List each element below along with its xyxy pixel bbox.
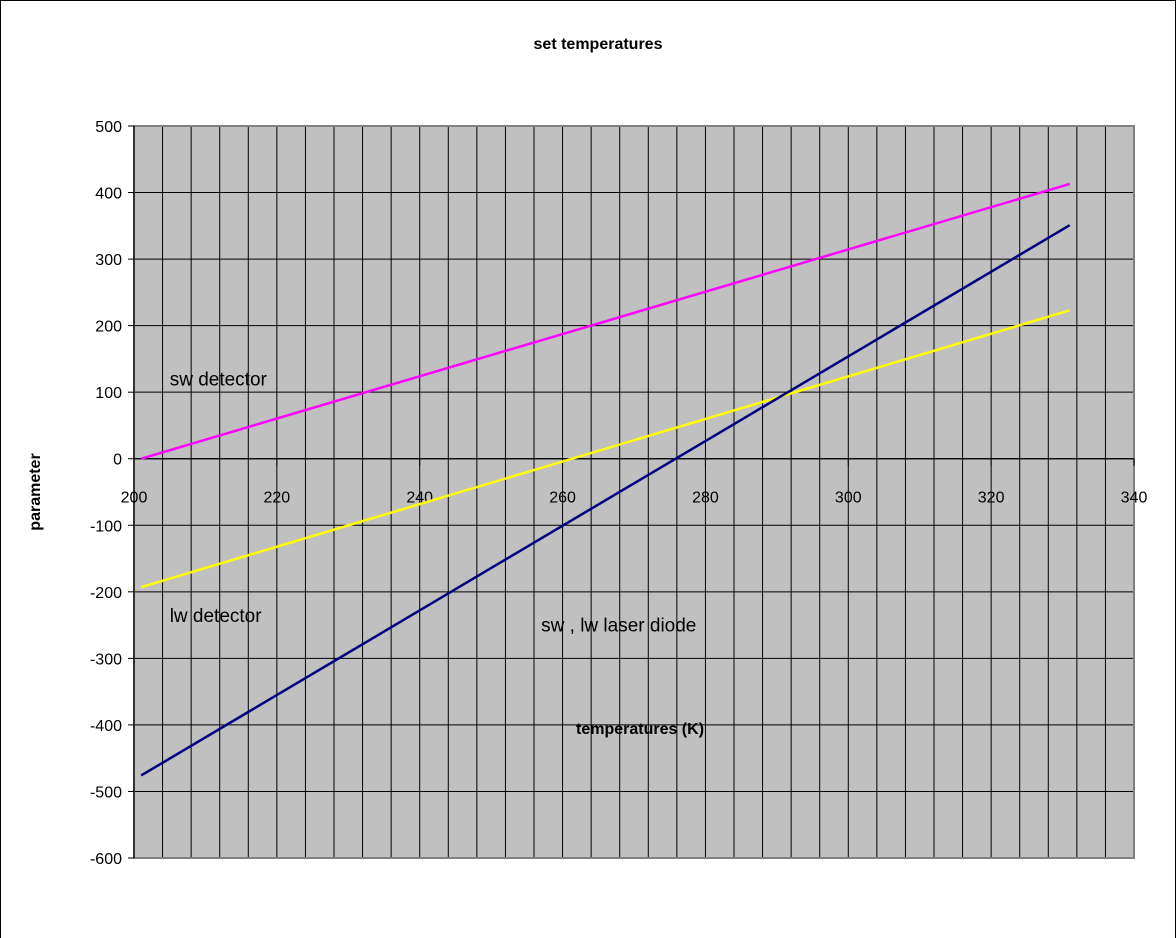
x-axis-title: temperatures (K) bbox=[576, 721, 704, 738]
annotation-label: sw , lw laser diode bbox=[541, 616, 696, 637]
annotation-label: sw detector bbox=[170, 370, 268, 391]
y-tick-label: 100 bbox=[95, 385, 122, 402]
y-tick-label: -300 bbox=[90, 651, 122, 668]
plot-area: 500 400 300 200 100 0 -100 -200 -300 -400 -500 -600… bbox=[90, 119, 1147, 868]
y-tick-label: 0 bbox=[113, 452, 122, 469]
x-tick-label: 300 bbox=[835, 490, 862, 507]
plot-background bbox=[134, 126, 1134, 858]
x-tick-label: 320 bbox=[978, 490, 1005, 507]
series-line-3 bbox=[140, 224, 1071, 777]
series-line-1 bbox=[140, 182, 1071, 460]
y-tick-label: 300 bbox=[95, 252, 122, 269]
y-tick-label: -200 bbox=[90, 585, 122, 602]
annotation-label: lw detector bbox=[170, 606, 263, 627]
x-tick-label: 220 bbox=[264, 490, 291, 507]
y-axis-title: parameter bbox=[27, 453, 44, 530]
y-tick-label: 200 bbox=[95, 319, 122, 336]
chart-title: set temperatures bbox=[534, 36, 663, 53]
y-tick-label: -600 bbox=[90, 851, 122, 868]
x-tick-label: 280 bbox=[692, 490, 719, 507]
y-tick-label: -500 bbox=[90, 784, 122, 801]
x-tick-label: 340 bbox=[1121, 490, 1148, 507]
y-tick-label: 400 bbox=[95, 186, 122, 203]
y-tick-label: 500 bbox=[95, 119, 122, 136]
y-tick-label: -400 bbox=[90, 718, 122, 735]
series-line-2 bbox=[140, 309, 1071, 589]
y-tick-label: -100 bbox=[90, 518, 122, 535]
x-tick-label: 200 bbox=[121, 490, 148, 507]
x-tick-label: 260 bbox=[549, 490, 576, 507]
